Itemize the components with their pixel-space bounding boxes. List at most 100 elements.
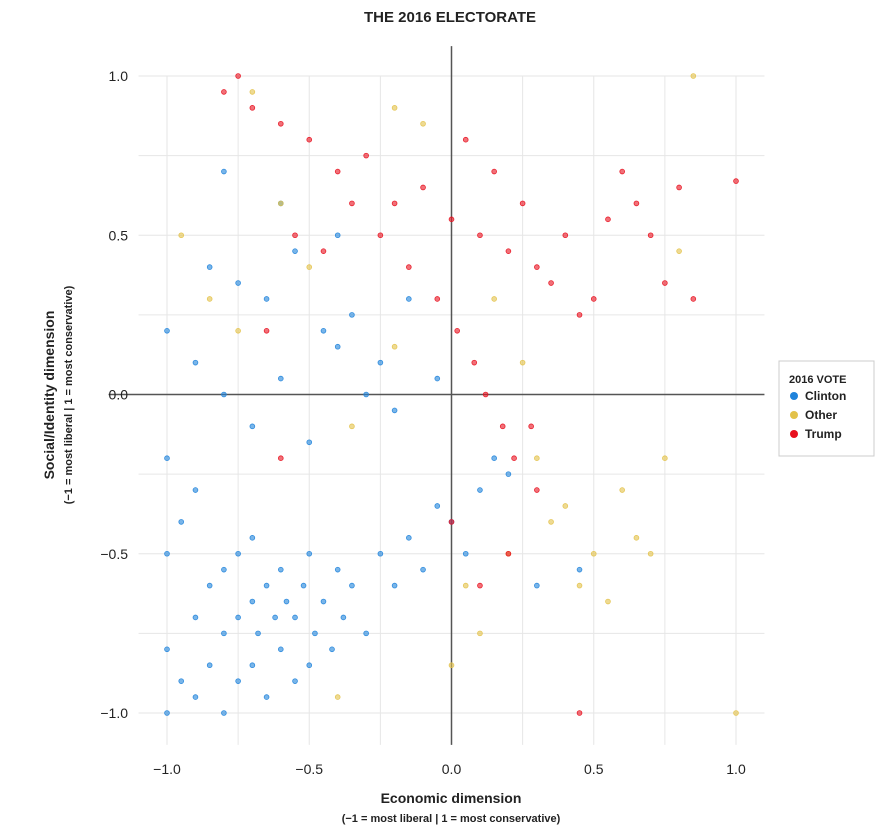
point-clinton (277, 566, 284, 573)
y-axis-sublabel: (−1 = most liberal | 1 = most conservati… (63, 285, 75, 504)
point-clinton (206, 264, 213, 270)
point-trump (534, 487, 540, 493)
point-trump (562, 232, 569, 239)
zero-axes (108, 46, 765, 745)
point-clinton (235, 614, 241, 621)
point-other (477, 630, 483, 637)
x-tick-label: −1.0 (153, 761, 181, 777)
point-clinton (283, 598, 290, 605)
point-clinton (192, 694, 199, 700)
y-tick-label: −0.5 (100, 546, 128, 562)
point-trump (406, 264, 412, 270)
point-other (619, 487, 625, 493)
point-clinton (164, 646, 170, 653)
point-clinton (349, 312, 355, 318)
point-clinton (164, 327, 170, 334)
x-tick-label: 0.5 (584, 761, 604, 777)
point-trump (363, 152, 369, 159)
point-trump (448, 216, 455, 223)
point-clinton (221, 391, 227, 398)
point-other (235, 327, 241, 334)
legend-entries: Clinton Other Trump (790, 389, 846, 441)
point-trump (306, 136, 313, 143)
point-trump (499, 423, 506, 430)
point-trump (676, 184, 682, 191)
point-clinton (363, 391, 369, 398)
point-clinton (249, 535, 256, 541)
point-clinton (300, 582, 307, 589)
point-clinton (249, 423, 256, 430)
point-clinton (391, 407, 398, 414)
point-other (277, 200, 284, 207)
point-trump (690, 296, 697, 302)
point-other (519, 359, 526, 366)
point-clinton (306, 439, 313, 446)
legend-marker-trump (790, 430, 798, 438)
point-trump (277, 455, 284, 462)
point-other (605, 598, 611, 605)
point-other (391, 105, 398, 111)
y-axis-label: Social/Identity dimension (41, 311, 57, 480)
legend-label-other: Other (805, 408, 837, 422)
point-clinton (462, 550, 469, 557)
point-trump (377, 232, 384, 239)
point-other (491, 296, 497, 302)
point-clinton (306, 550, 313, 557)
x-tick-label: 0.0 (442, 761, 462, 777)
point-clinton (263, 296, 270, 302)
point-clinton (377, 550, 384, 557)
point-trump (454, 327, 460, 334)
point-clinton (277, 375, 284, 382)
point-clinton (206, 662, 213, 669)
point-trump (647, 232, 654, 239)
legend-label-clinton: Clinton (805, 389, 846, 403)
point-other (448, 662, 455, 669)
point-other (206, 296, 213, 302)
point-other (590, 550, 597, 557)
point-clinton (320, 598, 327, 605)
point-clinton (255, 630, 261, 637)
y-tick-label: −1.0 (100, 705, 128, 721)
point-other (249, 89, 256, 95)
x-tick-label: −0.5 (295, 761, 323, 777)
point-clinton (221, 710, 227, 716)
point-trump (733, 178, 739, 184)
point-clinton (249, 662, 256, 669)
point-clinton (477, 487, 483, 493)
legend: 2016 VOTE Clinton Other Trump (778, 360, 875, 457)
point-trump (448, 519, 455, 525)
legend-marker-clinton (790, 392, 798, 400)
point-clinton (235, 678, 241, 684)
legend-title: 2016 VOTE (789, 374, 846, 386)
point-trump (491, 168, 497, 175)
point-trump (221, 89, 227, 95)
point-trump (420, 184, 426, 191)
legend-marker-other (790, 411, 798, 419)
point-trump (320, 248, 327, 254)
point-clinton (178, 678, 185, 684)
point-other (647, 550, 654, 557)
point-trump (505, 248, 512, 254)
data-points (164, 73, 739, 716)
point-trump (292, 232, 298, 239)
point-clinton (491, 455, 497, 462)
point-trump (633, 200, 640, 207)
point-trump (576, 710, 583, 716)
point-clinton (349, 582, 355, 589)
legend-label-trump: Trump (805, 427, 842, 441)
y-tick-label: 0.0 (109, 387, 129, 403)
point-trump (462, 136, 469, 143)
point-clinton (164, 455, 170, 462)
point-clinton (192, 614, 199, 621)
point-clinton (235, 280, 241, 286)
point-clinton (329, 646, 335, 653)
point-clinton (334, 566, 341, 573)
x-axis-sublabel: (−1 = most liberal | 1 = most conservati… (342, 813, 561, 825)
point-clinton (263, 694, 270, 700)
point-trump (548, 280, 554, 286)
point-clinton (420, 566, 426, 573)
point-other (420, 120, 426, 127)
point-other (306, 264, 313, 270)
point-clinton (192, 487, 199, 493)
point-trump (605, 216, 611, 223)
